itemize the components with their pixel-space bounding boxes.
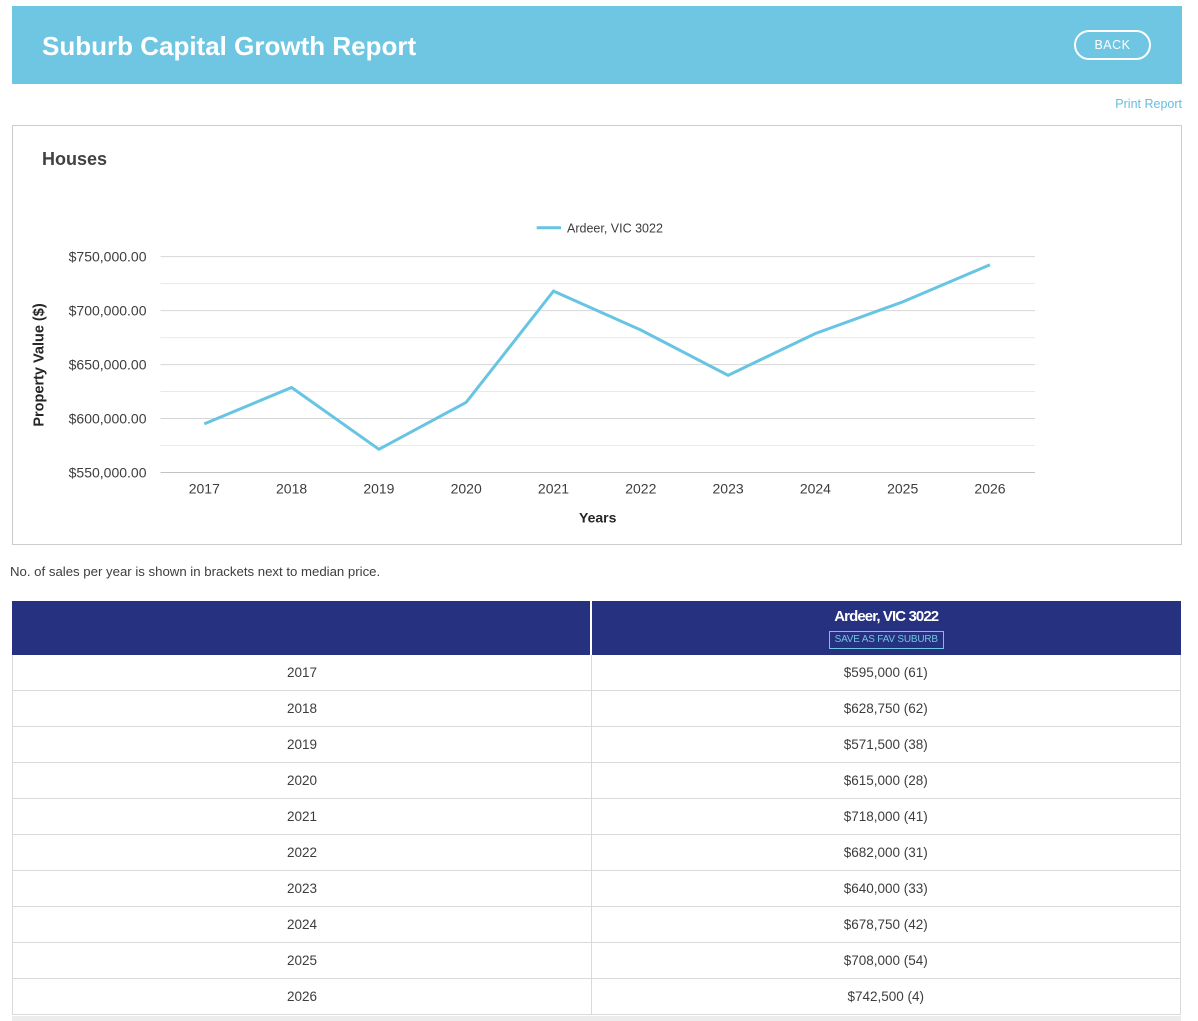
svg-text:2022: 2022 [625, 480, 656, 496]
svg-text:2025: 2025 [887, 480, 918, 496]
svg-text:2018: 2018 [276, 480, 307, 496]
svg-text:2021: 2021 [538, 480, 569, 496]
svg-text:2020: 2020 [451, 480, 482, 496]
svg-text:2024: 2024 [800, 480, 831, 496]
svg-text:$600,000.00: $600,000.00 [69, 410, 147, 426]
svg-text:$700,000.00: $700,000.00 [69, 302, 147, 318]
svg-text:Years: Years [579, 510, 617, 526]
svg-text:2026: 2026 [974, 480, 1005, 496]
svg-text:$550,000.00: $550,000.00 [69, 464, 147, 480]
svg-text:Ardeer, VIC 3022: Ardeer, VIC 3022 [567, 221, 663, 235]
svg-text:2019: 2019 [363, 480, 394, 496]
svg-text:$650,000.00: $650,000.00 [69, 356, 147, 372]
svg-text:2017: 2017 [189, 480, 220, 496]
svg-text:2023: 2023 [713, 480, 744, 496]
svg-text:Property Value ($): Property Value ($) [32, 303, 48, 426]
svg-text:$750,000.00: $750,000.00 [69, 248, 147, 264]
